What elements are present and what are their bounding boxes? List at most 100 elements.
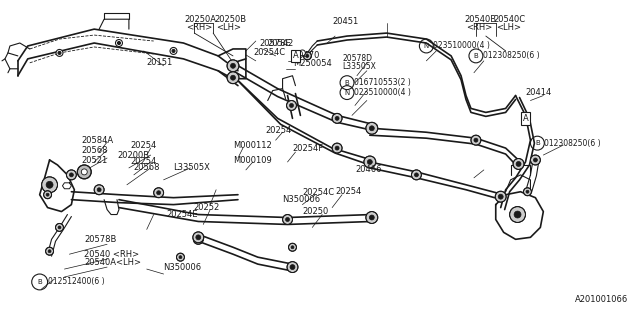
Text: M250054: M250054 bbox=[294, 59, 332, 68]
Text: 20252: 20252 bbox=[193, 203, 220, 212]
Circle shape bbox=[283, 214, 292, 224]
Circle shape bbox=[179, 256, 182, 259]
Text: B: B bbox=[345, 80, 349, 86]
Circle shape bbox=[77, 165, 92, 179]
Circle shape bbox=[193, 234, 204, 244]
Text: M000112: M000112 bbox=[233, 140, 272, 150]
Circle shape bbox=[118, 42, 120, 44]
Circle shape bbox=[227, 72, 239, 84]
Circle shape bbox=[303, 52, 311, 60]
Circle shape bbox=[335, 146, 339, 150]
Circle shape bbox=[514, 211, 521, 218]
Text: 20540 <RH>: 20540 <RH> bbox=[84, 250, 140, 259]
Circle shape bbox=[287, 262, 298, 273]
Circle shape bbox=[412, 170, 421, 180]
Circle shape bbox=[196, 237, 200, 241]
Circle shape bbox=[58, 226, 61, 229]
Text: 20200B: 20200B bbox=[117, 150, 149, 160]
Circle shape bbox=[170, 47, 177, 54]
Circle shape bbox=[306, 54, 309, 57]
Text: <LH>: <LH> bbox=[496, 23, 521, 32]
Circle shape bbox=[56, 223, 63, 231]
Circle shape bbox=[46, 193, 49, 196]
Circle shape bbox=[366, 122, 378, 134]
Text: 20254: 20254 bbox=[131, 140, 157, 150]
Text: A201001066: A201001066 bbox=[575, 295, 628, 304]
Circle shape bbox=[533, 158, 538, 162]
Text: 023510000(4 ): 023510000(4 ) bbox=[354, 88, 411, 97]
Circle shape bbox=[498, 194, 503, 199]
Text: B: B bbox=[474, 53, 478, 59]
Text: 20414: 20414 bbox=[525, 88, 552, 97]
Text: N350006: N350006 bbox=[283, 195, 321, 204]
Circle shape bbox=[300, 50, 305, 56]
Circle shape bbox=[94, 185, 104, 195]
Circle shape bbox=[471, 135, 481, 145]
Text: A: A bbox=[523, 114, 529, 123]
Text: 20250B: 20250B bbox=[214, 15, 246, 24]
Text: 20254: 20254 bbox=[131, 157, 157, 166]
Circle shape bbox=[332, 113, 342, 123]
Circle shape bbox=[366, 212, 378, 223]
Circle shape bbox=[154, 188, 164, 198]
Circle shape bbox=[97, 188, 101, 192]
Text: <LH>: <LH> bbox=[216, 23, 241, 32]
Circle shape bbox=[193, 232, 204, 243]
Circle shape bbox=[177, 253, 184, 261]
Circle shape bbox=[157, 191, 161, 195]
Circle shape bbox=[289, 103, 294, 108]
Circle shape bbox=[56, 50, 63, 56]
Circle shape bbox=[509, 207, 525, 222]
Text: M000109: M000109 bbox=[233, 156, 272, 164]
Text: 20521: 20521 bbox=[81, 156, 108, 164]
Circle shape bbox=[69, 173, 74, 177]
Circle shape bbox=[474, 138, 478, 142]
Text: 20540B: 20540B bbox=[464, 15, 496, 24]
Circle shape bbox=[332, 143, 342, 153]
Text: 20540A<LH>: 20540A<LH> bbox=[84, 258, 141, 267]
Text: 20568: 20568 bbox=[134, 164, 161, 172]
Circle shape bbox=[291, 246, 294, 249]
Text: 20578B: 20578B bbox=[84, 235, 116, 244]
Circle shape bbox=[230, 63, 236, 68]
Text: 20254F: 20254F bbox=[292, 144, 324, 153]
Text: N: N bbox=[424, 43, 429, 49]
Circle shape bbox=[531, 155, 540, 165]
Text: 20254C: 20254C bbox=[303, 188, 335, 197]
Text: 20470: 20470 bbox=[294, 52, 320, 60]
Text: N350006: N350006 bbox=[164, 263, 202, 272]
Text: 20542: 20542 bbox=[268, 38, 294, 47]
Circle shape bbox=[524, 188, 531, 196]
Text: 20578E: 20578E bbox=[260, 38, 291, 47]
Circle shape bbox=[513, 158, 524, 169]
Text: 012308250(6 ): 012308250(6 ) bbox=[545, 139, 601, 148]
Text: 20254: 20254 bbox=[266, 126, 292, 135]
Text: 20466: 20466 bbox=[355, 165, 381, 174]
Text: 20584A: 20584A bbox=[81, 136, 113, 145]
Circle shape bbox=[230, 75, 236, 80]
Circle shape bbox=[115, 40, 122, 46]
Circle shape bbox=[495, 191, 506, 202]
Circle shape bbox=[526, 190, 529, 193]
Text: 012308250(6 ): 012308250(6 ) bbox=[483, 52, 540, 60]
Text: 20254C: 20254C bbox=[254, 48, 286, 57]
Text: A: A bbox=[292, 52, 298, 60]
Circle shape bbox=[196, 235, 201, 240]
Text: N: N bbox=[344, 90, 349, 96]
Text: 20568: 20568 bbox=[81, 146, 108, 155]
Circle shape bbox=[335, 116, 339, 120]
Circle shape bbox=[287, 100, 296, 110]
Circle shape bbox=[48, 250, 51, 253]
Text: L33505X: L33505X bbox=[342, 62, 376, 71]
Circle shape bbox=[58, 52, 61, 54]
Text: 012512400(6 ): 012512400(6 ) bbox=[47, 277, 104, 286]
Text: 20540C: 20540C bbox=[493, 15, 526, 24]
Text: 20451: 20451 bbox=[332, 17, 358, 26]
Circle shape bbox=[172, 50, 175, 52]
Text: <RH>: <RH> bbox=[186, 23, 212, 32]
Text: 20254E: 20254E bbox=[166, 210, 198, 219]
Circle shape bbox=[289, 243, 296, 251]
Circle shape bbox=[227, 60, 239, 72]
Circle shape bbox=[44, 191, 52, 199]
Circle shape bbox=[67, 170, 76, 180]
